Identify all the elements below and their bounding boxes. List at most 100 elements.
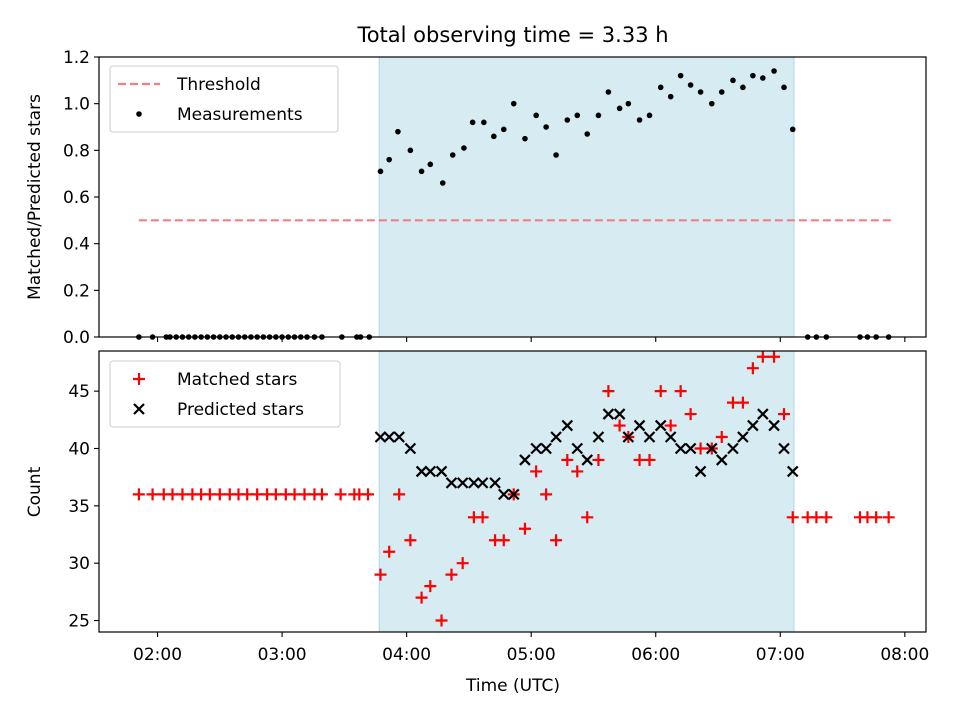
bottom-y-tick-label: 45 [68,382,90,402]
matched-stars-point [684,408,697,421]
bottom-y-axis-label: Count [25,466,45,517]
matched-stars-point [674,385,687,398]
top-panel: 0.0 0.2 0.4 0.6 0.8 1.0 1.2 [63,48,927,348]
predicted-stars-point [643,431,656,443]
predicted-legend-label: Predicted stars [177,400,304,420]
x-tick-label: 03:00 [258,645,307,665]
measurements-point [500,126,507,133]
predicted-stars-point [757,408,769,420]
top-observing-span [378,56,795,338]
matched-stars-point [592,453,605,466]
predicted-stars-point [613,408,626,420]
predicted-stars-point [476,477,489,489]
measurements-point [461,145,467,151]
measurements-point [708,100,715,107]
matched-stars-point [530,465,543,478]
predicted-stars-point [786,465,799,478]
predicted-stars-point [383,431,395,443]
matched-stars-point [540,488,553,501]
chart-title: Total observing time = 3.33 h [356,23,668,47]
measurements-point [771,68,777,74]
top-y-tick-label: 0.6 [63,188,90,208]
predicted-stars-point [456,477,469,489]
matched-stars-point [362,488,375,501]
bottom-y-tick-label: 25 [68,612,90,632]
predicted-stars-point [415,465,428,478]
matched-stars-point [315,488,328,501]
matched-stars-point [561,453,574,466]
measurements-point [687,82,694,88]
measurements-point [667,93,674,100]
matched-stars-point [132,488,145,501]
matched-legend-label: Matched stars [177,370,297,390]
predicted-stars-point [694,465,707,478]
matched-stars-point [664,419,677,432]
predicted-stars-point [715,454,728,466]
predicted-stars-point [530,442,542,455]
matched-stars-point [870,511,883,524]
predicted-stars-point [393,431,405,443]
predicted-stars-point [674,442,687,455]
predicted-stars-point [705,442,718,455]
measurements-point [377,168,384,175]
predicted-stars-point [571,442,584,455]
matched-stars-point [643,453,656,466]
predicted-stars-point [768,419,780,432]
predicted-stars-point [633,419,646,432]
measurements-point [781,84,787,91]
matched-stars-point [654,385,667,398]
top-y-tick-label: 1.2 [63,48,90,68]
measurements-point [789,126,796,133]
predicted-stars-point [747,419,759,432]
measurements-point [740,84,746,91]
matched-stars-point [715,431,728,444]
matched-stars-point [497,534,510,547]
bottom-legend: Matched stars Predicted stars [109,360,341,428]
predicted-stars-point [778,442,790,455]
matched-legend-marker [133,373,145,385]
top-y-tick-label: 0.4 [63,235,90,255]
measurements-point [646,112,653,119]
measurements-point [553,152,559,158]
bottom-y-tick-label: 35 [68,497,90,517]
matched-stars-point [756,350,769,363]
predicted-stars-point [592,431,605,443]
matched-stars-point [882,511,895,524]
predicted-stars-point [622,431,635,443]
predicted-stars-point [654,419,667,432]
matched-stars-point [746,362,759,375]
predicted-stars-point [664,431,677,443]
measurements-legend-marker [136,111,142,117]
top-y-axis-label: Matched/Predicted stars [25,94,45,300]
top-y-tick-label: 1.0 [63,95,90,115]
x-tick-label: 06:00 [631,645,680,665]
measurements-point [718,89,725,95]
predicted-stars-point [581,454,594,466]
predicted-stars-point [498,488,510,501]
measurements-point [605,89,612,95]
predicted-stars-point [489,477,501,489]
measurements-point [439,180,446,186]
measurements-point [750,72,756,79]
bottom-panel: 25 30 35 40 45 02:00 03:00 04:00 05:00 06:00 07:00… [68,350,929,665]
predicted-legend-marker [133,403,145,415]
matched-stars-point [393,488,406,501]
measurements-point [449,152,456,158]
matched-stars-point [768,350,781,363]
top-legend: Threshold Measurements [109,65,339,133]
measurements-point [481,119,487,126]
x-tick-label: 05:00 [507,645,556,665]
matched-stars-point [334,488,347,501]
matched-stars-point [146,488,159,501]
bottom-axes-frame [98,350,927,633]
x-axis-label: Time (UTC) [465,676,560,696]
measurements-point [522,135,528,142]
matched-stars-point [736,396,749,409]
measurements-point [657,84,664,91]
measurements-point [595,112,602,119]
matched-stars-point [778,408,791,421]
measurements-point [564,117,571,123]
matched-stars-point [415,591,428,604]
measurements-point [395,128,401,135]
matched-stars-point [786,511,799,524]
